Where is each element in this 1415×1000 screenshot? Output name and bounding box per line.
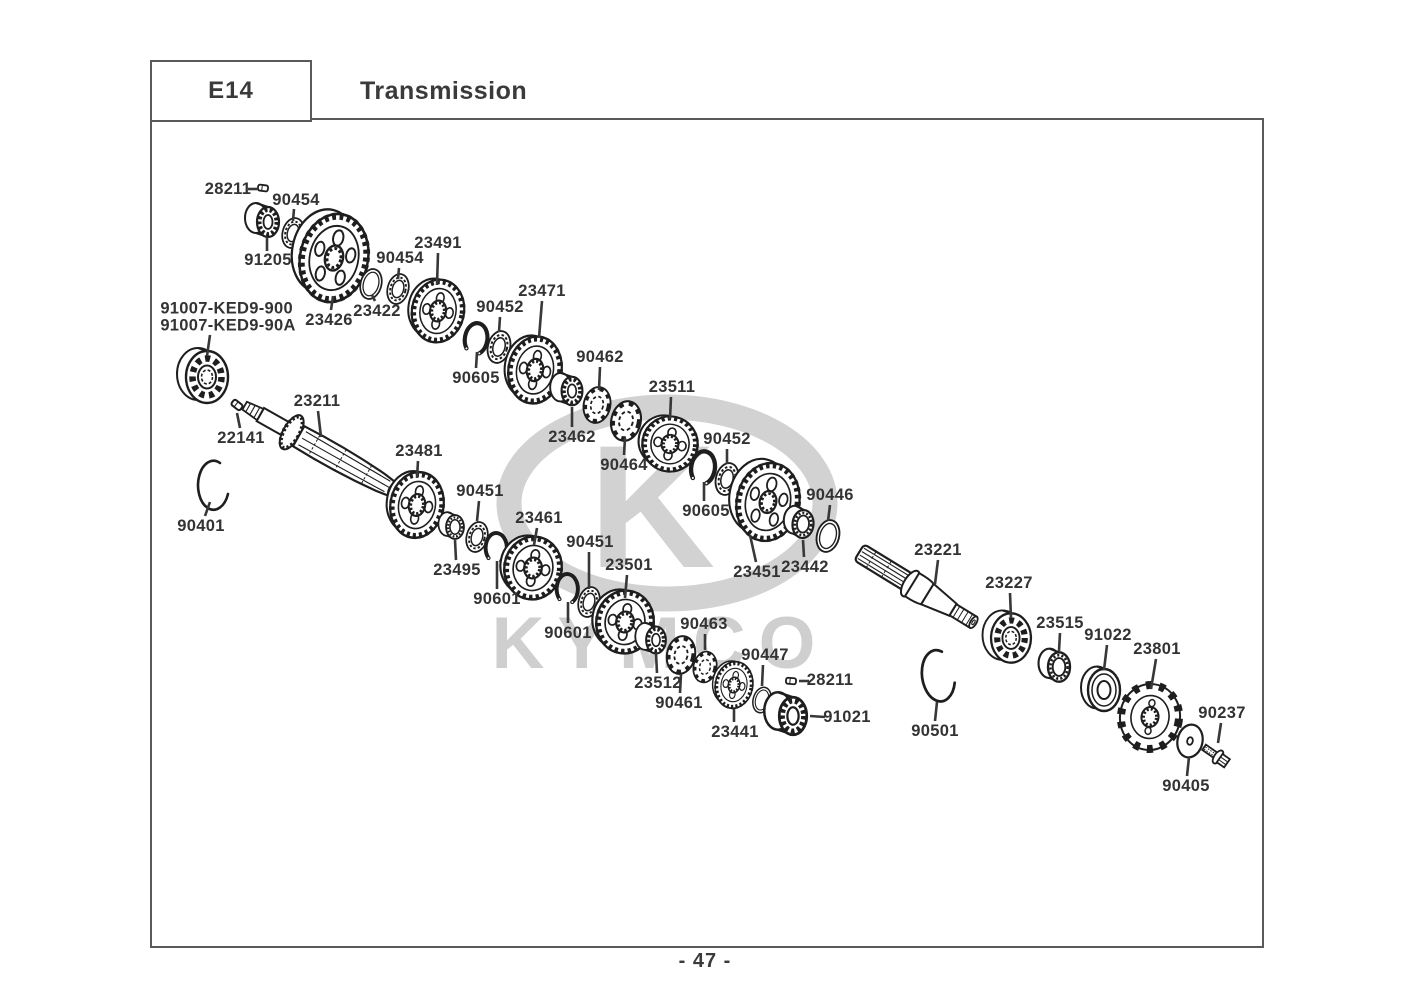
part-label-23491: 23491 bbox=[414, 233, 462, 252]
leader-line-91007-KED9-900 bbox=[205, 334, 212, 357]
leader-line-90464 bbox=[622, 437, 627, 456]
part-label-23471: 23471 bbox=[518, 281, 566, 300]
part-label-90601: 90601 bbox=[473, 589, 521, 608]
part-label-90451: 90451 bbox=[456, 481, 504, 500]
part-label-91021: 91021 bbox=[823, 707, 871, 726]
leader-line-23451 bbox=[748, 534, 758, 563]
leader-line-23426 bbox=[329, 295, 335, 311]
part-label-90601: 90601 bbox=[544, 623, 592, 642]
part-label-90605: 90605 bbox=[452, 368, 500, 387]
leader-line-23512 bbox=[654, 652, 659, 674]
leader-line-23495 bbox=[453, 539, 458, 561]
leader-line-90454 bbox=[396, 267, 401, 280]
part-label-28211: 28211 bbox=[204, 179, 252, 198]
page-number: - 47 - bbox=[678, 950, 732, 972]
leader-line-91021 bbox=[809, 714, 826, 719]
leader-line-90501 bbox=[933, 701, 939, 722]
part-label-91007-KED9-900: 91007-KED9-900 91007-KED9-90A bbox=[160, 299, 296, 334]
leader-line-23481 bbox=[415, 460, 420, 479]
part-label-23481: 23481 bbox=[395, 441, 443, 460]
part-label-23501: 23501 bbox=[605, 555, 653, 574]
part-label-90451: 90451 bbox=[566, 532, 614, 551]
page-title: Transmission bbox=[360, 77, 528, 105]
part-label-22141: 22141 bbox=[217, 428, 265, 447]
leader-line-90401 bbox=[203, 501, 212, 517]
part-label-90454: 90454 bbox=[376, 248, 424, 267]
part-label-23442: 23442 bbox=[781, 557, 829, 576]
part-label-23441: 23441 bbox=[711, 722, 759, 741]
part-label-90454: 90454 bbox=[272, 190, 320, 209]
part-label-23227: 23227 bbox=[985, 573, 1033, 592]
leader-line-91022 bbox=[1102, 644, 1109, 671]
part-label-90462: 90462 bbox=[576, 347, 624, 366]
part-label-23495: 23495 bbox=[433, 560, 481, 579]
leader-line-23801 bbox=[1149, 658, 1158, 690]
part-label-90461: 90461 bbox=[655, 693, 703, 712]
leader-line-23422 bbox=[370, 294, 377, 302]
section-code: E14 bbox=[208, 77, 254, 104]
part-label-90237: 90237 bbox=[1198, 703, 1246, 722]
part-23211-input-shaft bbox=[241, 400, 399, 498]
part-label-23422: 23422 bbox=[353, 301, 401, 320]
part-label-23221: 23221 bbox=[914, 540, 962, 559]
leader-line-90605 bbox=[474, 351, 479, 369]
part-label-90501: 90501 bbox=[911, 721, 959, 740]
part-label-90446: 90446 bbox=[806, 485, 854, 504]
leader-line-23227 bbox=[1008, 592, 1013, 619]
part-23221-output-shaft bbox=[854, 544, 979, 630]
leader-line-90452 bbox=[497, 316, 502, 333]
diagram-frame bbox=[150, 118, 1264, 948]
part-label-91205: 91205 bbox=[244, 250, 292, 269]
part-90237-bolt bbox=[1200, 743, 1232, 769]
part-label-90452: 90452 bbox=[703, 429, 751, 448]
leader-line-90451 bbox=[475, 500, 481, 522]
part-label-23426: 23426 bbox=[305, 310, 353, 329]
part-label-91022: 91022 bbox=[1084, 625, 1132, 644]
part-label-90605: 90605 bbox=[682, 501, 730, 520]
leader-line-90405 bbox=[1185, 756, 1191, 777]
part-label-23461: 23461 bbox=[515, 508, 563, 527]
leader-line-23442 bbox=[801, 539, 806, 558]
part-label-90463: 90463 bbox=[680, 614, 728, 633]
leader-line-23511 bbox=[668, 396, 673, 420]
leader-line-23471 bbox=[537, 300, 544, 339]
part-label-90401: 90401 bbox=[177, 516, 225, 535]
part-label-90464: 90464 bbox=[600, 455, 648, 474]
leader-line-90237 bbox=[1216, 722, 1223, 744]
section-code-box: E14 bbox=[150, 60, 312, 122]
part-label-90452: 90452 bbox=[476, 297, 524, 316]
leader-line-23211 bbox=[316, 410, 323, 438]
leader-line-23461 bbox=[532, 527, 539, 546]
leader-line-90454 bbox=[291, 208, 296, 222]
part-label-23801: 23801 bbox=[1133, 639, 1181, 658]
leader-line-90446 bbox=[826, 504, 832, 522]
leader-lines bbox=[203, 187, 1223, 777]
part-label-90405: 90405 bbox=[1162, 776, 1210, 795]
watermark-oval bbox=[496, 394, 838, 612]
part-label-23211: 23211 bbox=[293, 391, 341, 410]
part-label-90447: 90447 bbox=[741, 645, 789, 664]
part-label-23512: 23512 bbox=[634, 673, 682, 692]
leader-line-23491 bbox=[435, 252, 440, 286]
leader-line-23515 bbox=[1057, 632, 1062, 652]
leader-line-23501 bbox=[623, 574, 629, 599]
part-23801-sprocket bbox=[1116, 681, 1184, 753]
part-label-23451: 23451 bbox=[733, 562, 781, 581]
part-label-23462: 23462 bbox=[548, 427, 596, 446]
leader-line-90447 bbox=[760, 664, 765, 687]
leader-line-23221 bbox=[933, 559, 940, 585]
leader-line-22141 bbox=[235, 412, 242, 429]
part-label-28211: 28211 bbox=[806, 670, 854, 689]
part-label-23515: 23515 bbox=[1036, 613, 1084, 632]
part-label-23511: 23511 bbox=[648, 377, 696, 396]
leader-line-90462 bbox=[597, 366, 602, 391]
leader-line-90461 bbox=[678, 673, 683, 694]
